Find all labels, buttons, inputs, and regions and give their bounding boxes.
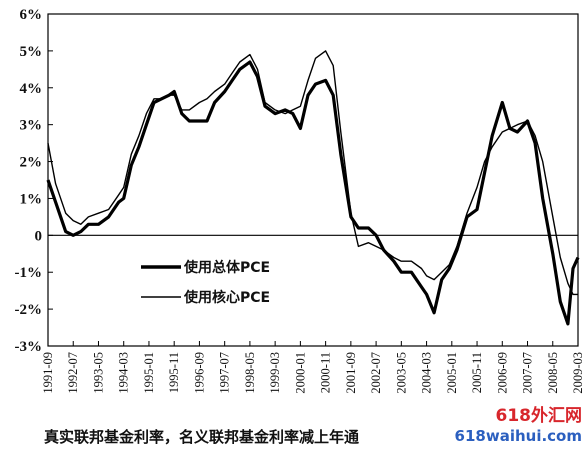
legend: 使用总体PCE 使用核心PCE	[141, 259, 270, 306]
x-tick-label: 2000-11	[319, 352, 333, 393]
x-tick-label: 2000-01	[293, 352, 307, 394]
x-tick-label: 2005-11	[470, 352, 484, 393]
x-tick-label: 2003-05	[394, 352, 408, 394]
plot-frame	[47, 13, 579, 347]
y-tick-label: 1%	[20, 191, 43, 207]
y-tick-label: 3%	[20, 118, 43, 134]
x-tick-label: 2004-03	[420, 352, 434, 394]
x-tick-label: 2008-05	[546, 352, 560, 394]
series-group	[46, 50, 580, 326]
x-tick-label: 1997-07	[218, 352, 232, 394]
x-tick-label: 1994-03	[117, 352, 131, 394]
x-tick-label: 2009-03	[571, 352, 585, 394]
y-tick-label: 0	[35, 228, 43, 244]
series-line-core-pce	[47, 50, 578, 296]
x-tick-label: 1995-01	[142, 352, 156, 394]
y-tick-label: 2%	[20, 155, 43, 171]
chart-caption: 真实联邦基金利率，名义联邦基金利率减上年通	[44, 428, 360, 446]
y-tick-label: -3%	[15, 339, 43, 355]
series-line-total-pce	[46, 60, 580, 326]
x-tick-label: 1992-07	[66, 352, 80, 394]
y-tick-label: -1%	[15, 265, 43, 281]
x-tick-label: 1991-09	[41, 352, 55, 394]
x-tick-label: 1999-03	[268, 352, 282, 394]
y-tick-label: -2%	[15, 302, 43, 318]
y-tick-label: 6%	[20, 7, 43, 23]
x-tick-labels: 1991-09 1992-07 1993-05 1994-03 1995-01 1995-…	[41, 352, 585, 394]
y-tick-label: 5%	[20, 44, 43, 60]
watermark: 618外汇网 618waihui.com	[455, 406, 582, 446]
x-tick-label: 2007-07	[521, 352, 535, 394]
legend-label-core-pce: 使用核心PCE	[183, 289, 270, 306]
x-tick-label: 2005-01	[445, 352, 459, 394]
x-tick-label: 2002-07	[369, 352, 383, 394]
x-tick-label: 1993-05	[91, 352, 105, 394]
x-tick-label: 1996-09	[192, 352, 206, 394]
watermark-line2: 618waihui.com	[454, 427, 582, 445]
x-tick-label: 1998-05	[243, 352, 257, 394]
x-tick-label: 1995-11	[167, 352, 181, 393]
y-tick-label: 4%	[20, 81, 43, 97]
legend-label-total-pce: 使用总体PCE	[183, 259, 270, 276]
x-tick-label: 2006-09	[495, 352, 509, 394]
x-tick-label: 2001-09	[344, 352, 358, 394]
x-tick-marks	[47, 341, 579, 346]
watermark-line1: 618外汇网	[495, 406, 583, 426]
y-tick-labels: 6% 5% 4% 3% 2% 1% 0 -1% -2% -3%	[15, 7, 43, 355]
